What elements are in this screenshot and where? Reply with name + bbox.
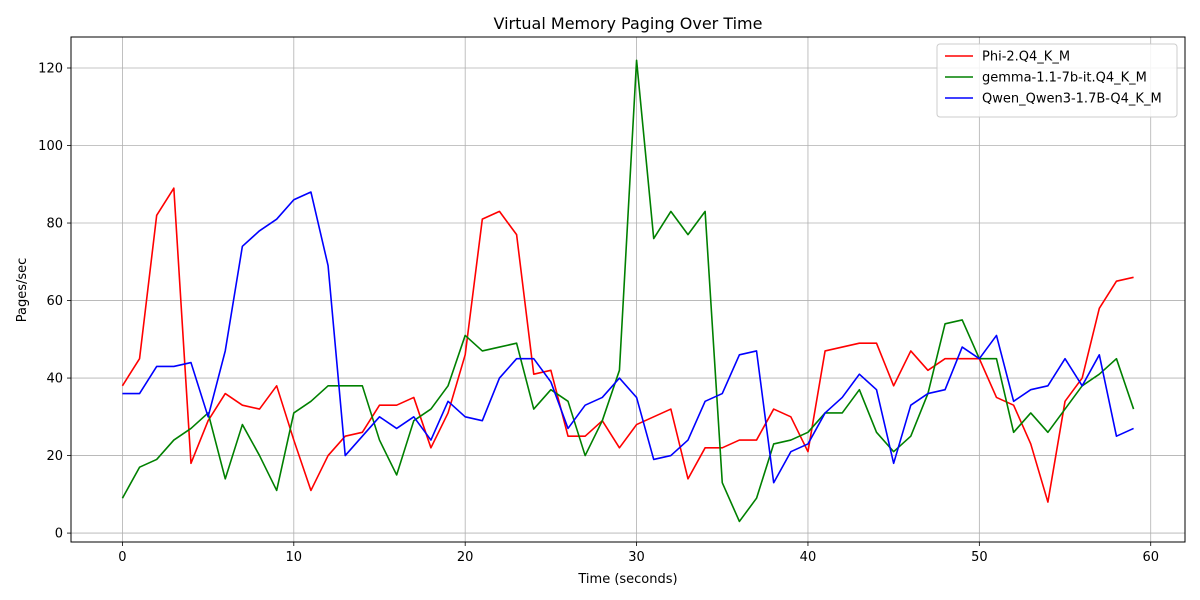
legend-label: Phi-2.Q4_K_M <box>982 50 1070 65</box>
plot-area <box>71 37 1185 542</box>
legend-label: gemma-1.1-7b-it.Q4_K_M <box>982 71 1147 86</box>
y-tick-label: 80 <box>46 217 63 232</box>
x-tick-label: 10 <box>286 550 303 565</box>
plot-frame <box>70 36 1186 543</box>
axis-ticks: 0 10 20 30 40 50 60 0 20 40 60 80 100 120 <box>38 62 1159 565</box>
chart-title: Virtual Memory Paging Over Time <box>494 14 763 33</box>
series-line-2 <box>121 59 1135 523</box>
x-tick-label: 30 <box>628 550 645 565</box>
y-tick-label: 60 <box>46 294 63 309</box>
series-layer <box>121 59 1135 523</box>
series-line-1 <box>121 187 1134 503</box>
y-tick-label: 20 <box>46 449 63 464</box>
legend-box <box>936 43 1178 118</box>
x-tick-label: 50 <box>971 550 988 565</box>
y-tick-label: 40 <box>46 372 63 387</box>
x-tick-label: 0 <box>118 550 126 565</box>
y-axis-label: Pages/sec <box>15 258 30 323</box>
legend: Phi-2.Q4_K_M gemma-1.1-7b-it.Q4_K_M Qwen_Q… <box>936 43 1178 118</box>
x-tick-label: 60 <box>1142 550 1159 565</box>
y-tick-label: 0 <box>55 527 63 542</box>
x-tick-label: 40 <box>800 550 817 565</box>
y-tick-label: 120 <box>38 62 63 77</box>
x-axis-label: Time (seconds) <box>577 572 677 587</box>
series-line-3 <box>122 191 1134 484</box>
legend-label: Qwen_Qwen3-1.7B-Q4_K_M <box>982 92 1162 107</box>
y-tick-label: 100 <box>38 139 63 154</box>
x-tick-label: 20 <box>457 550 474 565</box>
